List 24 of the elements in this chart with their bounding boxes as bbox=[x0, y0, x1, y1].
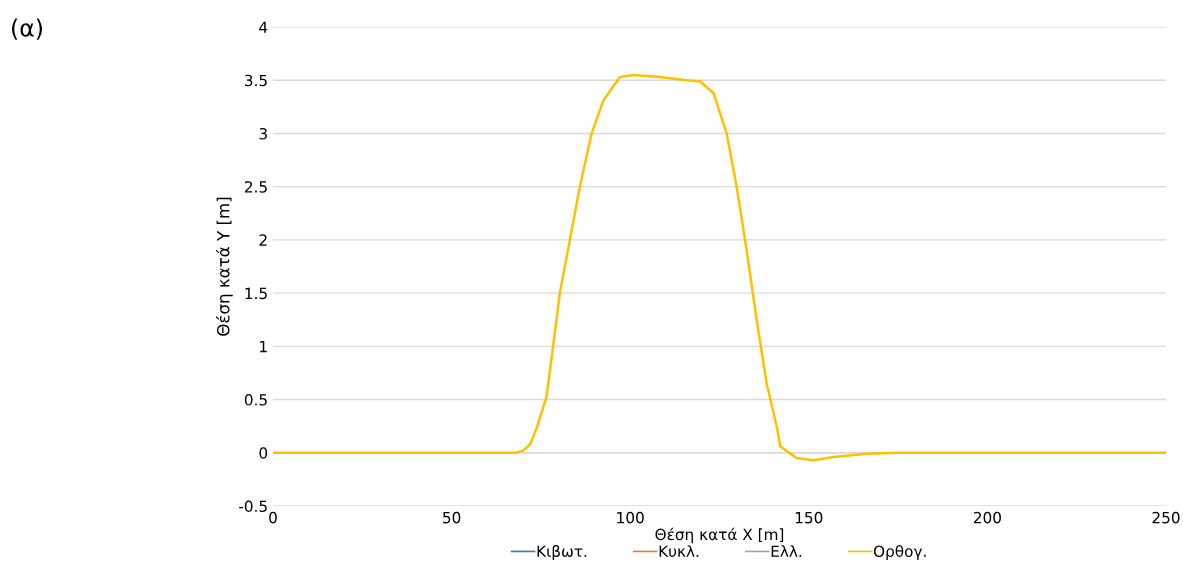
y-tick-label: 4 bbox=[259, 21, 268, 33]
legend-label: Ελλ. bbox=[771, 545, 802, 557]
y-tick-label: 2 bbox=[259, 234, 267, 246]
legend-label: Ορθογ. bbox=[873, 545, 926, 560]
x-tick-label: 50 bbox=[443, 511, 461, 524]
x-tick-label: 0 bbox=[269, 511, 277, 524]
x-tick-label: 250 bbox=[1152, 511, 1180, 524]
text: (α) bbox=[12, 18, 42, 40]
legend-label: Κυκλ. bbox=[659, 545, 699, 557]
x-tick-label: 150 bbox=[795, 511, 823, 524]
y-tick-label: 2.5 bbox=[244, 181, 267, 193]
y-tick-label: 1 bbox=[260, 341, 267, 353]
x-tick-label: 200 bbox=[973, 511, 1001, 524]
y-tick-label: 3.5 bbox=[245, 74, 267, 87]
y-axis-title: Θέση κατά Y [m] bbox=[215, 197, 233, 336]
y-tick-label: -0.5 bbox=[239, 500, 267, 513]
line-series bbox=[273, 73, 1166, 462]
x-axis-title: Θέση κατά X [m] bbox=[655, 527, 784, 544]
y-tick-label: 1.5 bbox=[245, 287, 267, 300]
y-tick-label: 0 bbox=[259, 447, 268, 459]
x-tick-label: 100 bbox=[617, 511, 644, 524]
y-tick-label: 0.5 bbox=[244, 394, 267, 406]
legend-label: Κιβωτ. bbox=[537, 545, 587, 560]
y-tick-label: 3 bbox=[259, 127, 267, 140]
